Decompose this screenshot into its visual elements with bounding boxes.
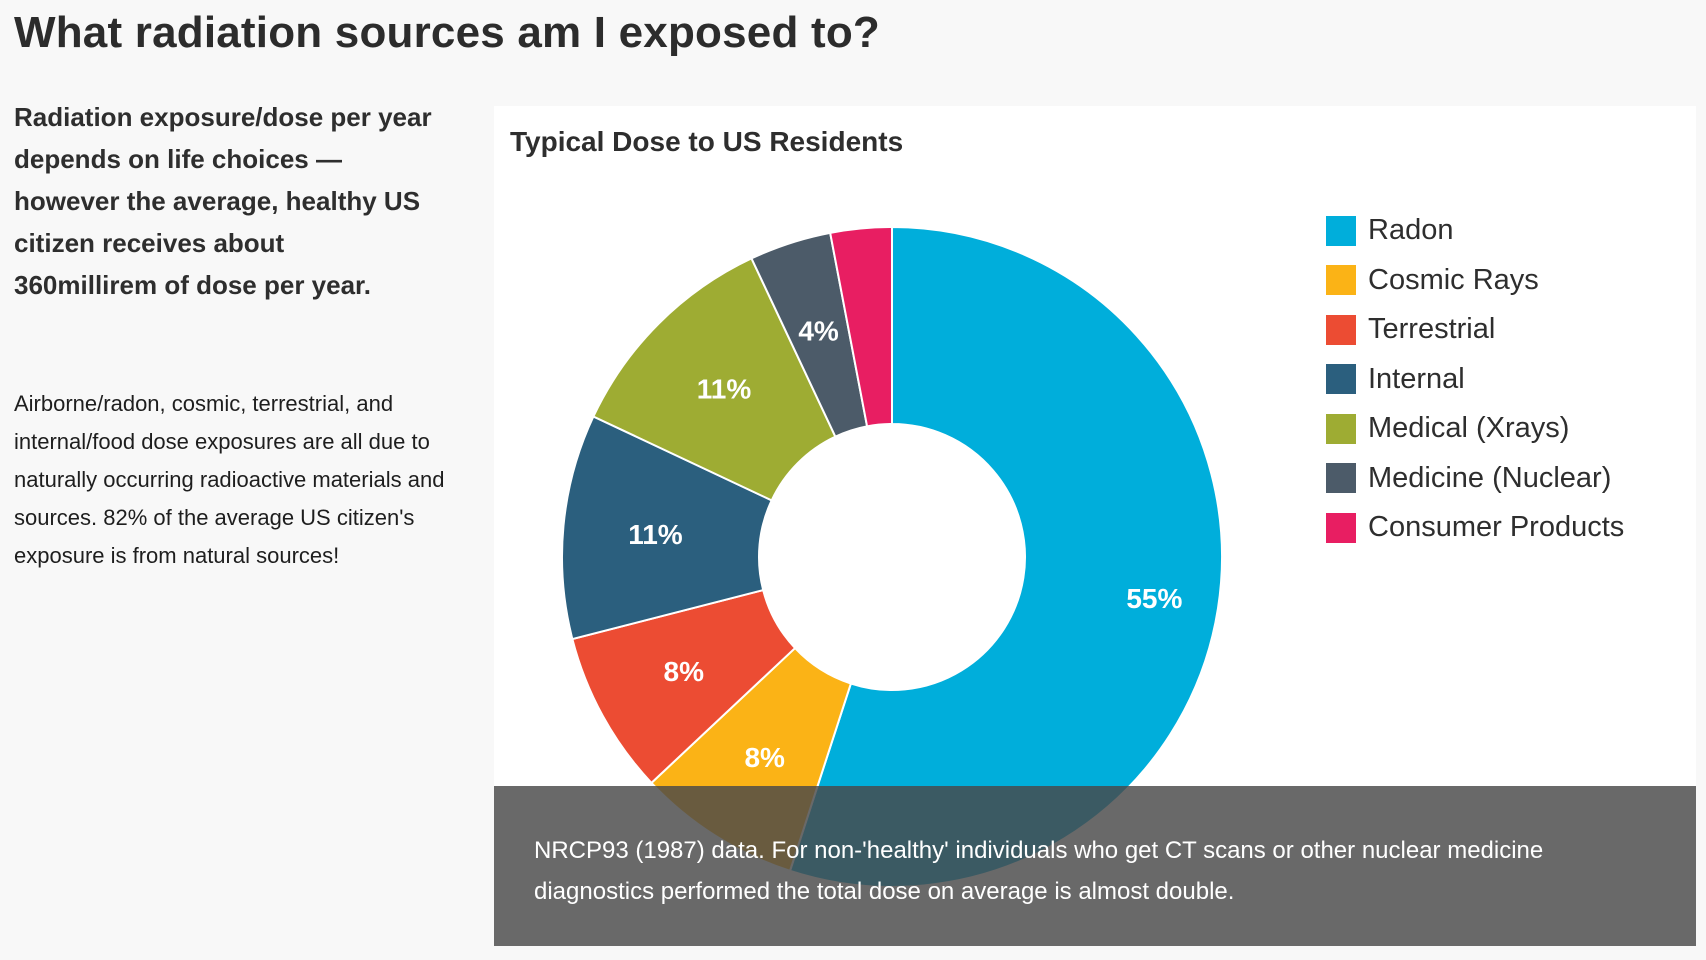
legend-item-internal: Internal [1326, 355, 1624, 405]
legend-label: Terrestrial [1368, 313, 1496, 346]
legend-item-consumer-products: Consumer Products [1326, 503, 1624, 553]
legend-label: Medicine (Nuclear) [1368, 461, 1612, 494]
legend-swatch [1326, 512, 1356, 543]
legend-label: Radon [1368, 214, 1454, 247]
slice-label-medicine-nuclear: 4% [798, 316, 839, 347]
legend-label: Consumer Products [1368, 511, 1625, 544]
legend-label: Internal [1368, 362, 1465, 395]
slice-label-terrestrial: 8% [664, 656, 705, 687]
slice-internal [561, 415, 773, 641]
legend-label: Medical (Xrays) [1368, 412, 1570, 445]
slice-label-radon: 55% [1126, 583, 1182, 614]
legend-swatch [1326, 314, 1356, 345]
body-paragraph: Airborne/radon, cosmic, terrestrial, and… [14, 391, 445, 568]
legend-label: Cosmic Rays [1368, 263, 1539, 296]
caption-text: NRCP93 (1987) data. For non-'healthy' in… [534, 837, 1544, 905]
slice-consumer-products [828, 225, 893, 428]
legend-item-medical-xrays: Medical (Xrays) [1326, 404, 1624, 454]
slice-label-medical-xrays: 11% [697, 373, 752, 404]
slice-label-cosmic-rays: 8% [744, 742, 785, 773]
legend-swatch [1326, 215, 1356, 246]
chart-legend: Radon Cosmic Rays Terrestrial Internal Medic… [1326, 206, 1624, 553]
legend-swatch [1326, 265, 1356, 296]
legend-swatch [1326, 413, 1356, 444]
page-title: What radiation sources am I exposed to? [14, 8, 880, 57]
slice-label-internal: 11% [628, 519, 683, 550]
lead-paragraph: Radiation exposure/dose per year depends… [14, 102, 432, 300]
chart-title: Typical Dose to US Residents [510, 126, 904, 157]
legend-item-cosmic-rays: Cosmic Rays [1326, 256, 1624, 306]
legend-swatch [1326, 364, 1356, 395]
caption-overlay: NRCP93 (1987) data. For non-'healthy' in… [494, 786, 1696, 946]
legend-item-terrestrial: Terrestrial [1326, 305, 1624, 355]
legend-item-radon: Radon [1326, 206, 1624, 256]
legend-swatch [1326, 463, 1356, 494]
legend-item-medicine-nuclear: Medicine (Nuclear) [1326, 454, 1624, 504]
slice-medical-xrays [592, 257, 837, 502]
